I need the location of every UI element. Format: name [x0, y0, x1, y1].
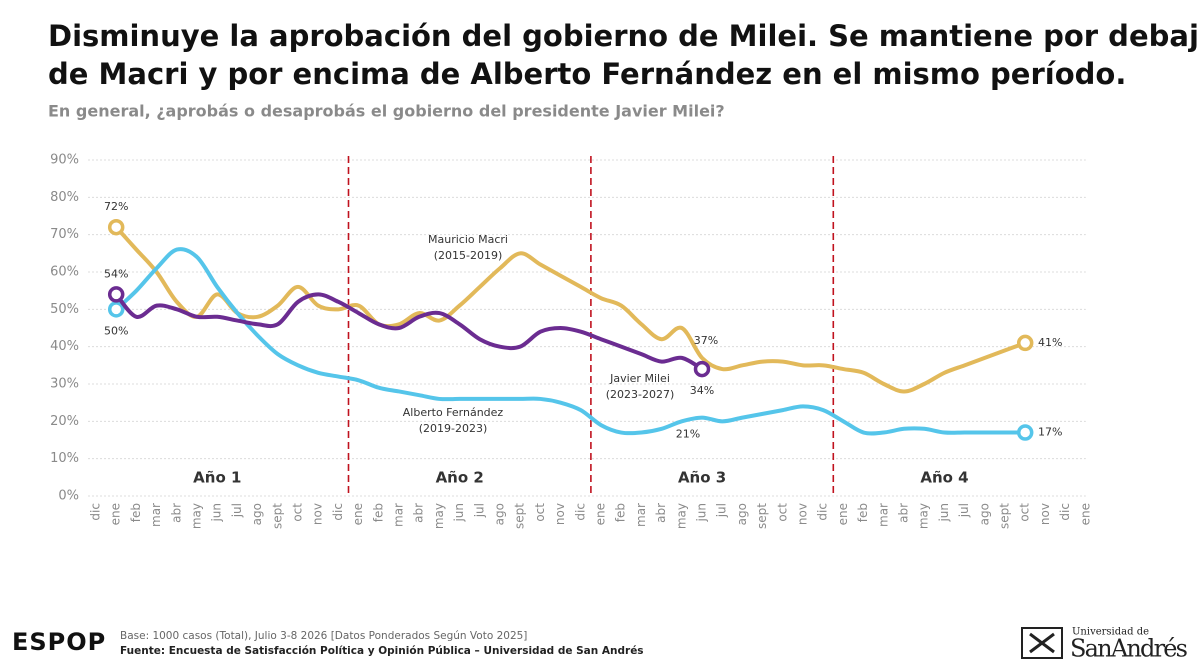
x-tick-label: ene	[594, 503, 608, 525]
series-line	[114, 247, 1028, 436]
y-tick-label: 90%	[50, 153, 79, 168]
x-tick-label: may	[917, 503, 931, 529]
x-tick-label: dic	[1058, 503, 1072, 521]
endpoint-marker	[107, 301, 125, 318]
value-label: 41%	[1038, 336, 1062, 349]
x-tick-label: ene	[351, 503, 365, 525]
y-tick-label: 0%	[58, 489, 79, 504]
year-label: Año 1	[193, 469, 241, 487]
y-tick-label: 40%	[50, 339, 79, 354]
x-tick-label: jun	[210, 503, 224, 523]
value-label: 54%	[104, 267, 128, 280]
endpoint-marker	[107, 286, 125, 303]
x-tick-label: abr	[654, 503, 668, 523]
x-tick-label: dic	[573, 503, 587, 521]
university-emblem	[1029, 632, 1055, 654]
x-tick-label: may	[190, 503, 204, 529]
value-label: 17%	[1038, 426, 1062, 439]
x-tick-label: ene	[109, 503, 123, 525]
x-tick-label: abr	[412, 503, 426, 523]
series-name: Javier Milei	[609, 372, 670, 385]
x-tick-label: dic	[89, 503, 103, 521]
x-tick-label: jul	[230, 503, 244, 518]
x-tick-label: may	[674, 503, 688, 529]
x-tick-label: nov	[796, 503, 810, 525]
x-tick-label: ago	[250, 503, 264, 525]
x-tick-label: feb	[856, 503, 870, 522]
x-tick-label: jul	[472, 503, 486, 518]
x-tick-label: jun	[937, 503, 951, 523]
x-tick-label: oct	[533, 503, 547, 522]
x-tick-label: sept	[513, 503, 527, 529]
chart-title: de Macri y por encima de Alberto Fernánd…	[48, 57, 1126, 91]
year-label: Año 2	[436, 469, 484, 487]
year-label: Año 3	[678, 469, 726, 487]
x-tick-label: jun	[452, 503, 466, 523]
x-tick-label: nov	[1038, 503, 1052, 525]
series-name: Mauricio Macri	[428, 233, 508, 246]
university-top: Universidad de	[1072, 627, 1149, 638]
value-label: 50%	[104, 324, 128, 337]
value-label: 34%	[690, 384, 714, 397]
x-tick-label: mar	[149, 503, 163, 527]
x-tick-label: mar	[634, 503, 648, 527]
x-tick-label: ago	[735, 503, 749, 525]
x-tick-label: sept	[998, 503, 1012, 529]
y-tick-label: 10%	[50, 451, 79, 466]
value-label: 72%	[104, 200, 128, 213]
y-tick-label: 20%	[50, 414, 79, 429]
value-label: 21%	[676, 428, 700, 441]
x-tick-label: feb	[371, 503, 385, 522]
x-tick-label: abr	[169, 503, 183, 523]
footer-source: Fuente: Encuesta de Satisfacción Polític…	[120, 645, 644, 657]
endpoint-marker	[1016, 424, 1034, 441]
x-tick-label: jun	[695, 503, 709, 523]
logo: ESPOP	[12, 628, 106, 656]
series-period: (2023-2027)	[606, 388, 675, 401]
endpoint-marker	[1016, 334, 1034, 352]
series-line	[114, 225, 1028, 394]
university-emblem	[1021, 627, 1063, 659]
x-tick-label: feb	[129, 503, 143, 522]
x-tick-label: oct	[775, 503, 789, 522]
x-tick-label: nov	[553, 503, 567, 525]
chart-title: Disminuye la aprobación del gobierno de …	[48, 19, 1200, 53]
x-tick-label: mar	[392, 503, 406, 527]
x-tick-label: nov	[311, 503, 325, 525]
y-tick-label: 80%	[50, 190, 79, 205]
x-tick-label: jul	[715, 503, 729, 518]
value-label: 37%	[694, 334, 718, 347]
x-tick-label: abr	[897, 503, 911, 523]
endpoint-marker	[107, 218, 125, 236]
chart-subtitle: En general, ¿aprobás o desaprobás el gob…	[48, 102, 725, 121]
y-tick-label: 50%	[50, 302, 79, 317]
x-tick-label: mar	[876, 503, 890, 527]
series-period: (2015-2019)	[434, 249, 503, 262]
endpoint-marker	[693, 360, 711, 378]
series-period: (2019-2023)	[419, 422, 488, 435]
university-name: SanAndrés	[1070, 635, 1188, 663]
x-tick-label: oct	[1018, 503, 1032, 522]
x-tick-label: dic	[331, 503, 345, 521]
y-tick-label: 60%	[50, 265, 79, 280]
x-tick-label: dic	[816, 503, 830, 521]
x-tick-label: ago	[977, 503, 991, 525]
year-label: Año 4	[920, 469, 968, 487]
x-tick-label: feb	[614, 503, 628, 522]
y-tick-label: 30%	[50, 377, 79, 392]
series-line	[114, 292, 704, 372]
x-tick-label: sept	[270, 503, 284, 529]
x-tick-label: jul	[957, 503, 971, 518]
series-name: Alberto Fernández	[403, 406, 504, 419]
x-tick-label: ago	[493, 503, 507, 525]
y-tick-label: 70%	[50, 227, 79, 242]
x-tick-label: may	[432, 503, 446, 529]
x-tick-label: sept	[755, 503, 769, 529]
footer-base: Base: 1000 casos (Total), Julio 3-8 2026…	[120, 630, 527, 642]
x-tick-label: ene	[1078, 503, 1092, 525]
x-tick-label: ene	[836, 503, 850, 525]
x-tick-label: oct	[291, 503, 305, 522]
